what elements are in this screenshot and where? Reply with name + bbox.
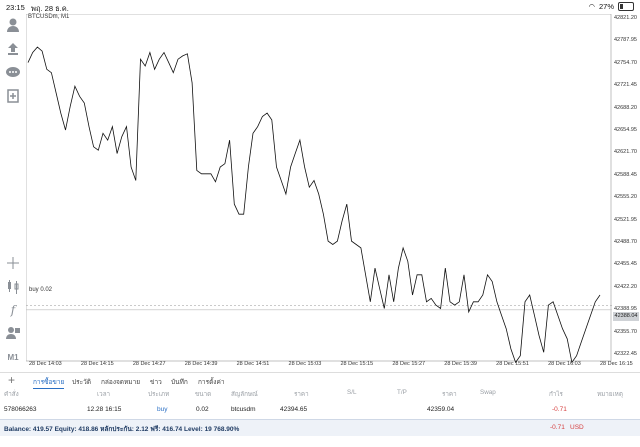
price-tick-label: 42555.20 [614,194,637,201]
price-tick-label: 42521.95 [614,216,637,223]
add-icon[interactable]: + [8,373,16,387]
time-tick-label: 28 Dec 14:15 [80,361,114,367]
col-order: คำสั่ง [4,391,19,398]
row-size: 0.02 [196,406,209,413]
tab-history[interactable]: ประวัติ [72,379,91,386]
new-order-icon[interactable] [5,88,21,104]
col-time: เวลา [97,391,111,398]
trade-icon[interactable] [5,41,21,57]
battery-icon [618,2,634,11]
col-symbol: สัญลักษณ์ [231,391,258,398]
status-date: พฤ. 28 ธ.ค. [31,4,69,13]
time-tick-label: 28 Dec 15:03 [288,361,322,367]
col-profit: กำไร [549,391,563,398]
row-time: 12.28 16:15 [87,406,122,413]
price-chart[interactable] [26,14,612,369]
price-tick-label: 42388.95 [614,306,637,313]
price-tick-label: 42754.70 [614,59,637,66]
total-profit: -0.71 [550,424,565,431]
price-tick-label: 42721.45 [614,82,637,89]
crosshair-icon[interactable] [5,255,21,271]
tab-news[interactable]: ข่าว [150,379,162,386]
price-tick-label: 42455.45 [614,261,637,268]
time-tick-label: 28 Dec 15:51 [496,361,529,367]
price-line [27,46,601,364]
col-sl: S/L [347,389,357,396]
tab-mailbox[interactable]: กล่องจดหมาย [101,379,141,386]
tab-journal[interactable]: บันทึก [171,379,188,386]
row-type: buy [157,406,168,413]
col-swap: Swap [480,389,496,396]
time-tick-label: 28 Dec 15:39 [444,361,477,367]
bottom-tabs: + การซื้อขาย ประวัติ กล่องจดหมาย ข่าว บั… [0,372,640,389]
time-tick-label: 28 Dec 16:03 [548,361,581,367]
col-tp: T/P [397,389,407,396]
time-tick-label: 28 Dec 16:15 [600,361,633,367]
objects-icon[interactable] [5,325,21,341]
row-order: 578066263 [4,406,37,413]
row-price-open: 42394.65 [280,406,308,413]
timeframe-label[interactable]: M1 [7,352,19,362]
col-price: ราคา [294,391,309,398]
price-tick-label: 42821.20 [614,15,637,21]
chat-icon[interactable] [5,65,21,81]
price-tick-label: 42654.95 [614,127,637,133]
tab-trade[interactable]: การซื้อขาย [33,377,65,389]
current-price-label: 42388.04 [613,312,639,321]
row-symbol: btcusdm [231,406,256,413]
status-bar: 23:15 พฤ. 28 ธ.ค. ◠ 27% [0,0,640,14]
time-tick-label: 28 Dec 14:51 [236,361,270,367]
balance-bar: Balance: 419.57 Equity: 418.86 หลักประกั… [0,419,640,436]
price-tick-label: 42322.45 [614,351,637,357]
price-tick-label: 42688.20 [614,104,637,111]
time-tick-label: 28 Dec 14:03 [29,361,62,367]
price-tick-label: 42588.45 [614,171,637,178]
price-tick-label: 42621.70 [614,149,637,156]
col-size: ขนาด [195,391,212,398]
indicator-icon[interactable]: f [10,303,16,317]
row-price-current: 42359.04 [427,406,455,413]
col-current-price: ราคา [442,391,457,398]
chart-frame [26,14,612,362]
price-tick-label: 42488.70 [614,239,637,245]
status-right: ◠ 27% [588,2,634,11]
battery-text: 27% [598,2,614,11]
currency-label: USD [570,424,584,431]
time-tick-label: 28 Dec 14:27 [132,361,166,367]
wifi-icon: ◠ [588,2,595,11]
time-tick-label: 28 Dec 14:39 [184,361,218,367]
buy-line-label: buy 0.02 [29,287,53,293]
col-comment: หมายเหตุ [597,391,623,398]
time-tick-label: 28 Dec 15:15 [340,361,374,367]
price-tick-label: 42787.95 [614,37,637,44]
price-tick-label: 42422.20 [614,283,637,290]
left-toolbar: f M1 [0,14,26,364]
col-type: ประเภท [148,391,170,398]
status-time: 23:15 [6,3,25,12]
tab-settings[interactable]: การตั้งค่า [198,379,225,386]
chart-symbol: BTCUSDm, M1 [28,14,70,20]
balance-text: Balance: 419.57 Equity: 418.86 หลักประกั… [4,426,240,433]
candles-icon[interactable] [5,278,21,294]
row-profit: -0.71 [552,406,567,413]
time-tick-label: 28 Dec 15:27 [392,361,426,367]
account-icon[interactable] [5,17,21,33]
price-tick-label: 42355.70 [614,328,637,335]
